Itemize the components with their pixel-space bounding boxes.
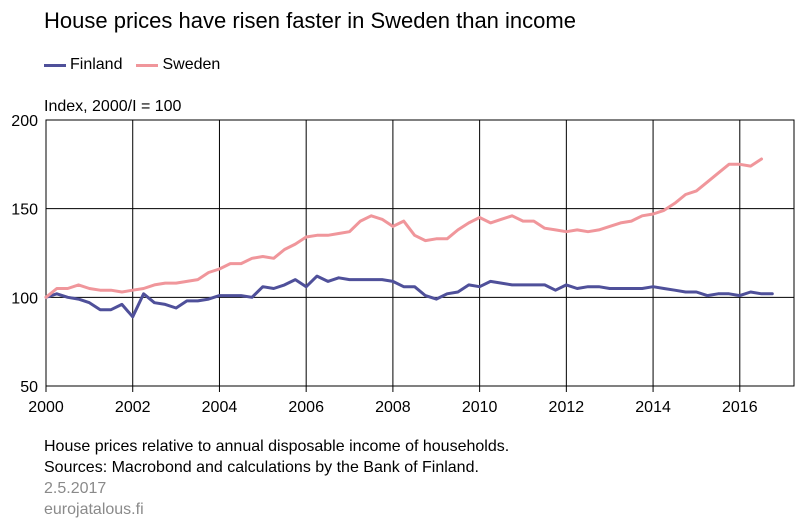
legend-item-sweden: Sweden: [136, 56, 220, 74]
legend: Finland Sweden: [44, 56, 234, 74]
y-tick-label: 200: [11, 113, 38, 130]
x-tick-label: 2004: [202, 399, 238, 416]
y-tick-label: 50: [20, 379, 38, 396]
legend-item-finland: Finland: [44, 56, 122, 74]
grid: [46, 120, 794, 386]
x-tick-label: 2016: [722, 399, 758, 416]
y-axis: 50 100 150 200: [11, 113, 38, 396]
series-line-sweden: [44, 157, 763, 299]
y-axis-unit-label: Index, 2000/I = 100: [44, 98, 182, 115]
x-tick-label: 2014: [635, 399, 671, 416]
footnote-sources: Sources: Macrobond and calculations by t…: [44, 459, 479, 476]
y-tick-label: 150: [11, 202, 38, 219]
x-tick-label: 2008: [375, 399, 411, 416]
x-tick-label: 2012: [549, 399, 585, 416]
y-tick-label: 100: [11, 290, 38, 307]
legend-label-sweden: Sweden: [162, 56, 221, 73]
series-line-finland: [44, 274, 774, 319]
legend-label-finland: Finland: [70, 56, 123, 73]
publication-date: 2.5.2017: [44, 480, 107, 497]
x-axis: 2000 2002 2004 2006 2008 2010 2012 2014 2016: [28, 386, 758, 416]
chart-title: House prices have risen faster in Sweden…: [44, 8, 576, 33]
legend-swatch-finland: [44, 63, 66, 67]
x-tick-label: 2000: [28, 399, 64, 416]
x-tick-label: 2006: [288, 399, 324, 416]
footnote-description: House prices relative to annual disposab…: [44, 438, 510, 455]
x-tick-label: 2010: [462, 399, 498, 416]
line-chart: 50 100 150 200 2000 2002 2004 2006 2008 2010 2012…: [11, 113, 795, 416]
source-website: eurojatalous.fi: [44, 501, 144, 518]
footnotes: House prices relative to annual disposab…: [44, 436, 509, 520]
series-lines: [44, 157, 774, 319]
plot-frame: [45, 119, 795, 387]
legend-swatch-sweden: [136, 63, 159, 67]
x-tick-label: 2002: [115, 399, 151, 416]
